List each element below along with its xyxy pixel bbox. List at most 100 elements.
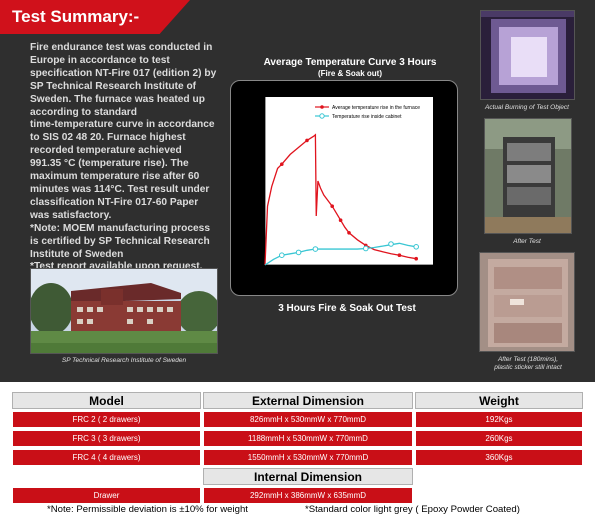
series-point-2 (279, 252, 285, 258)
cell-dimension: 292mmH x 386mmW x 635mmD (203, 487, 413, 504)
chart-series-layer (264, 133, 419, 266)
y-tick-label: 100 (253, 249, 262, 255)
series-point-1 (397, 253, 402, 257)
series-point-1 (414, 256, 418, 261)
chart-subtitle: (Fire & Soak out) (317, 69, 382, 78)
series-point-2 (363, 245, 369, 252)
summary-line: Europe in accordance to test (30, 54, 170, 66)
cell-model: Drawer (12, 487, 201, 504)
x-tick-label: 0 (264, 270, 267, 276)
header-external-dimension: External Dimension (203, 392, 413, 409)
cell-dimension: 1550mmH x 530mmW x 770mmD (203, 449, 413, 466)
header-model: Model (12, 392, 201, 409)
chart-caption: 3 Hours Fire & Soak Out Test (278, 303, 416, 314)
weight-note: *Note: Permissible deviation is ±10% for… (47, 504, 248, 515)
cell-weight: 192Kgs (415, 411, 583, 428)
y-tick-label: 1100 (250, 109, 261, 115)
table-row: Drawer 292mmH x 386mmW x 635mmD (12, 487, 583, 504)
series-line-1 (264, 133, 417, 266)
table-header-row: Model External Dimension Weight (12, 392, 583, 409)
summary-line: Sweden. The furnace was heated up (30, 93, 205, 105)
cell-dimension: 826mmH x 530mmW x 770mmD (203, 411, 413, 428)
x-tick-label: 60 (313, 270, 319, 276)
series-point-1 (338, 218, 343, 222)
summary-line: specification NT-Fire 017 (edition 2) by (30, 67, 217, 79)
x-tick-label: 20 (279, 270, 285, 276)
table-row: FRC 4 ( 4 drawers) 1550mmH x 530mmW x 77… (12, 449, 583, 466)
y-tick-label: 500 (253, 193, 262, 199)
y-tick-label: 600 (253, 179, 262, 185)
series-point-2 (295, 249, 302, 256)
title-banner (0, 0, 190, 34)
y-axis-label: temperature rise (°C) (240, 155, 246, 207)
burning-test-photo (480, 10, 575, 100)
summary-line: minutes was 114°C. Test result under (30, 183, 210, 195)
x-tick-label: 80 (329, 270, 335, 276)
y-tick-label: 900 (253, 137, 262, 143)
series-point-1 (305, 138, 309, 143)
cell-weight: 360Kgs (415, 449, 583, 466)
summary-line: 991.35 °C (temperature rise). The (30, 158, 189, 170)
series-point-2 (312, 246, 319, 252)
legend-marker-1 (320, 105, 324, 109)
series-point-2 (413, 244, 419, 250)
caption-line: After Test (180mins), (497, 356, 559, 363)
summary-line: is certified by SP Technical Research (30, 235, 210, 247)
table-subheader-row: Internal Dimension (12, 468, 583, 485)
temperature-chart-svg: 0 20 40 60 80 100 120 140 160 180 200 0 100 200 300 400… (240, 95, 437, 284)
summary-line: according to standard (30, 106, 137, 118)
table-row: FRC 3 ( 3 drawers) 1188mmH x 530mmW x 77… (12, 430, 583, 447)
y-tick-label: 800 (253, 151, 262, 157)
x-axis-label: Time (min) (336, 278, 362, 284)
chart-title: Average Temperature Curve 3 Hours (263, 57, 437, 68)
y-tick-label: 0 (258, 263, 261, 269)
legend-marker-2 (319, 113, 325, 119)
series-point-1 (347, 231, 351, 235)
summary-line: SP Technical Research Institute of (30, 80, 197, 92)
series-point-1 (330, 204, 334, 208)
header-internal-dimension: Internal Dimension (203, 468, 413, 485)
cell-dimension: 1188mmH x 530mmW x 770mmD (203, 430, 413, 447)
x-tick-label: 40 (296, 270, 302, 276)
y-tick-label: 700 (253, 165, 262, 171)
after-180min-photo (479, 252, 575, 352)
y-tick-label: 1200 (250, 95, 261, 101)
summary-line: Institute of Sweden (30, 248, 124, 260)
burning-caption: Actual Burning of Test Object (485, 104, 569, 111)
summary-line: was satisfactory. (30, 209, 112, 221)
chart-legend: Average temperature rise in the furnace T… (315, 105, 420, 120)
temperature-chart: 0 20 40 60 80 100 120 140 160 180 200 0 100 200 300 400… (230, 80, 458, 296)
summary-line: to SIS 02 48 20. Furnace highest (30, 132, 186, 144)
y-tick-label: 400 (253, 207, 262, 213)
legend-label-1: Average temperature rise in the furnace (332, 105, 420, 111)
cell-weight: 260Kgs (415, 430, 583, 447)
after-test-caption: After Test (513, 238, 541, 245)
table-row: FRC 2 ( 2 drawers) 826mmH x 530mmW x 770… (12, 411, 583, 428)
series-point-1 (280, 162, 284, 166)
cell-model: FRC 3 ( 3 drawers) (12, 430, 201, 447)
y-tick-label: 300 (253, 221, 262, 227)
summary-line: classification NT-Fire 017-60 Paper (30, 196, 199, 208)
legend-label-2: Temperature rise inside cabinet (332, 114, 402, 120)
after-test-photo (484, 118, 572, 234)
summary-line: *Test report available upon request. (30, 261, 203, 273)
color-note: *Standard color light grey ( Epoxy Powde… (305, 504, 520, 515)
series-point-2 (388, 241, 394, 247)
y-tick-label: 200 (253, 235, 262, 241)
y-tick-label: 1000 (250, 123, 261, 129)
summary-line: *Note: MOEM manufacturing process (30, 222, 211, 234)
x-tick-label: 180 (412, 270, 421, 276)
x-tick-label: 160 (395, 270, 404, 276)
chart-axes: 0 20 40 60 80 100 120 140 160 180 200 0 100 200 300 400… (240, 95, 437, 284)
plot-area (265, 97, 433, 265)
summary-line: time-temperature curve in accordance (30, 119, 215, 131)
x-tick-label: 200 (429, 270, 438, 276)
after-180min-caption: After Test (180mins), plastic sticker st… (472, 356, 584, 372)
header-weight: Weight (415, 392, 583, 409)
summary-line: recorded temperature achieved (30, 145, 182, 157)
institute-building-photo (30, 268, 218, 354)
x-tick-label: 100 (345, 270, 354, 276)
test-summary-text: Fire endurance test was conducted in Eur… (30, 42, 230, 274)
x-tick-label: 140 (378, 270, 387, 276)
cell-model: FRC 2 ( 2 drawers) (12, 411, 201, 428)
